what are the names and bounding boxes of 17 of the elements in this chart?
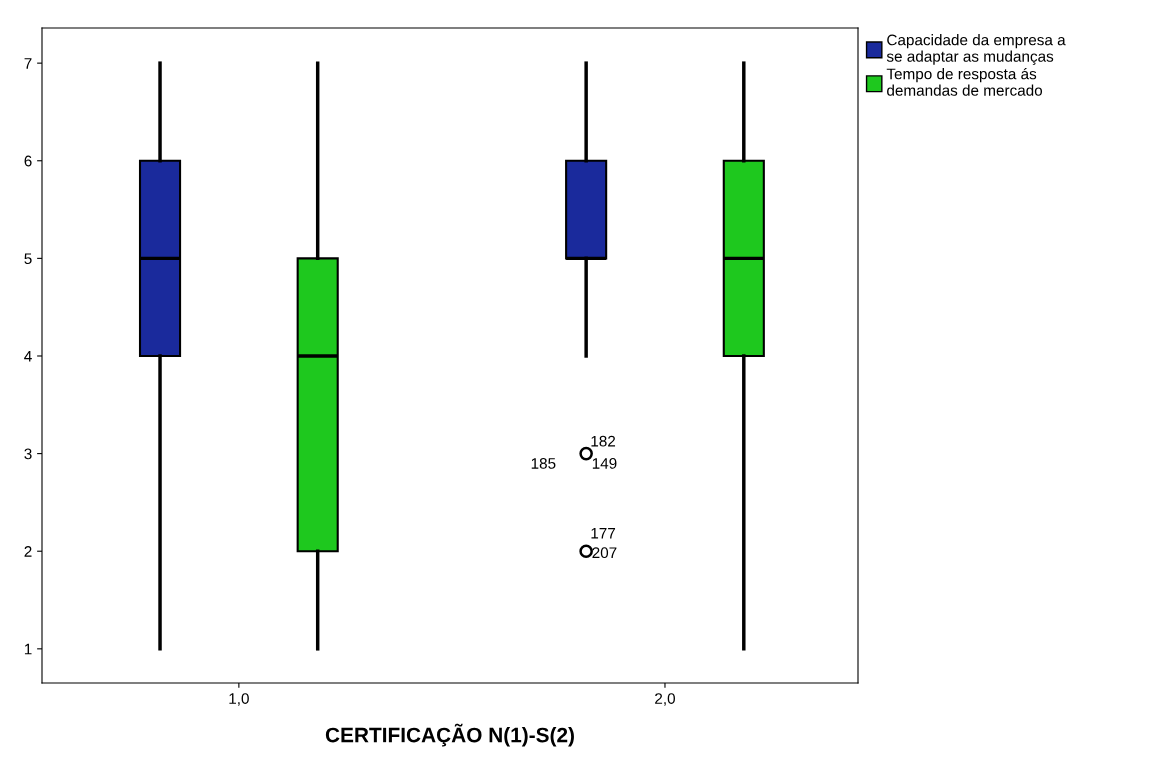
y-tick-label: 5 (24, 253, 32, 265)
annotation: 149 (592, 458, 617, 469)
annotation: 207 (592, 547, 617, 559)
y-tick-label: 7 (24, 58, 32, 69)
x-axis-title: CERTIFICAÇÃO N(1)-S(2) (325, 723, 574, 747)
x-tick-label: 2,0 (655, 693, 675, 706)
y-tick-label: 4 (24, 351, 32, 362)
y-tick-label: 1 (24, 643, 32, 655)
annotation: 185 (531, 458, 556, 469)
y-tick-label: 2 (24, 546, 32, 557)
annotation: 177 (591, 527, 616, 539)
legend-label: Capacidade da empresa a se adaptar as mudanças (886, 34, 1066, 65)
y-tick-label: 6 (24, 155, 32, 167)
y-tick-label: 3 (24, 448, 32, 460)
legend-label: Tempo de resposta ás demandas de mercado (886, 67, 1043, 96)
x-tick-label: 1,0 (229, 693, 249, 706)
annotation: 182 (591, 435, 616, 447)
